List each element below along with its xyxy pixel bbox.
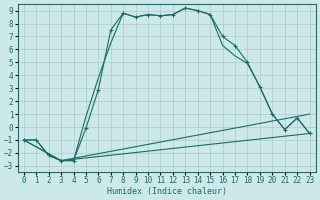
X-axis label: Humidex (Indice chaleur): Humidex (Indice chaleur) [107,187,227,196]
